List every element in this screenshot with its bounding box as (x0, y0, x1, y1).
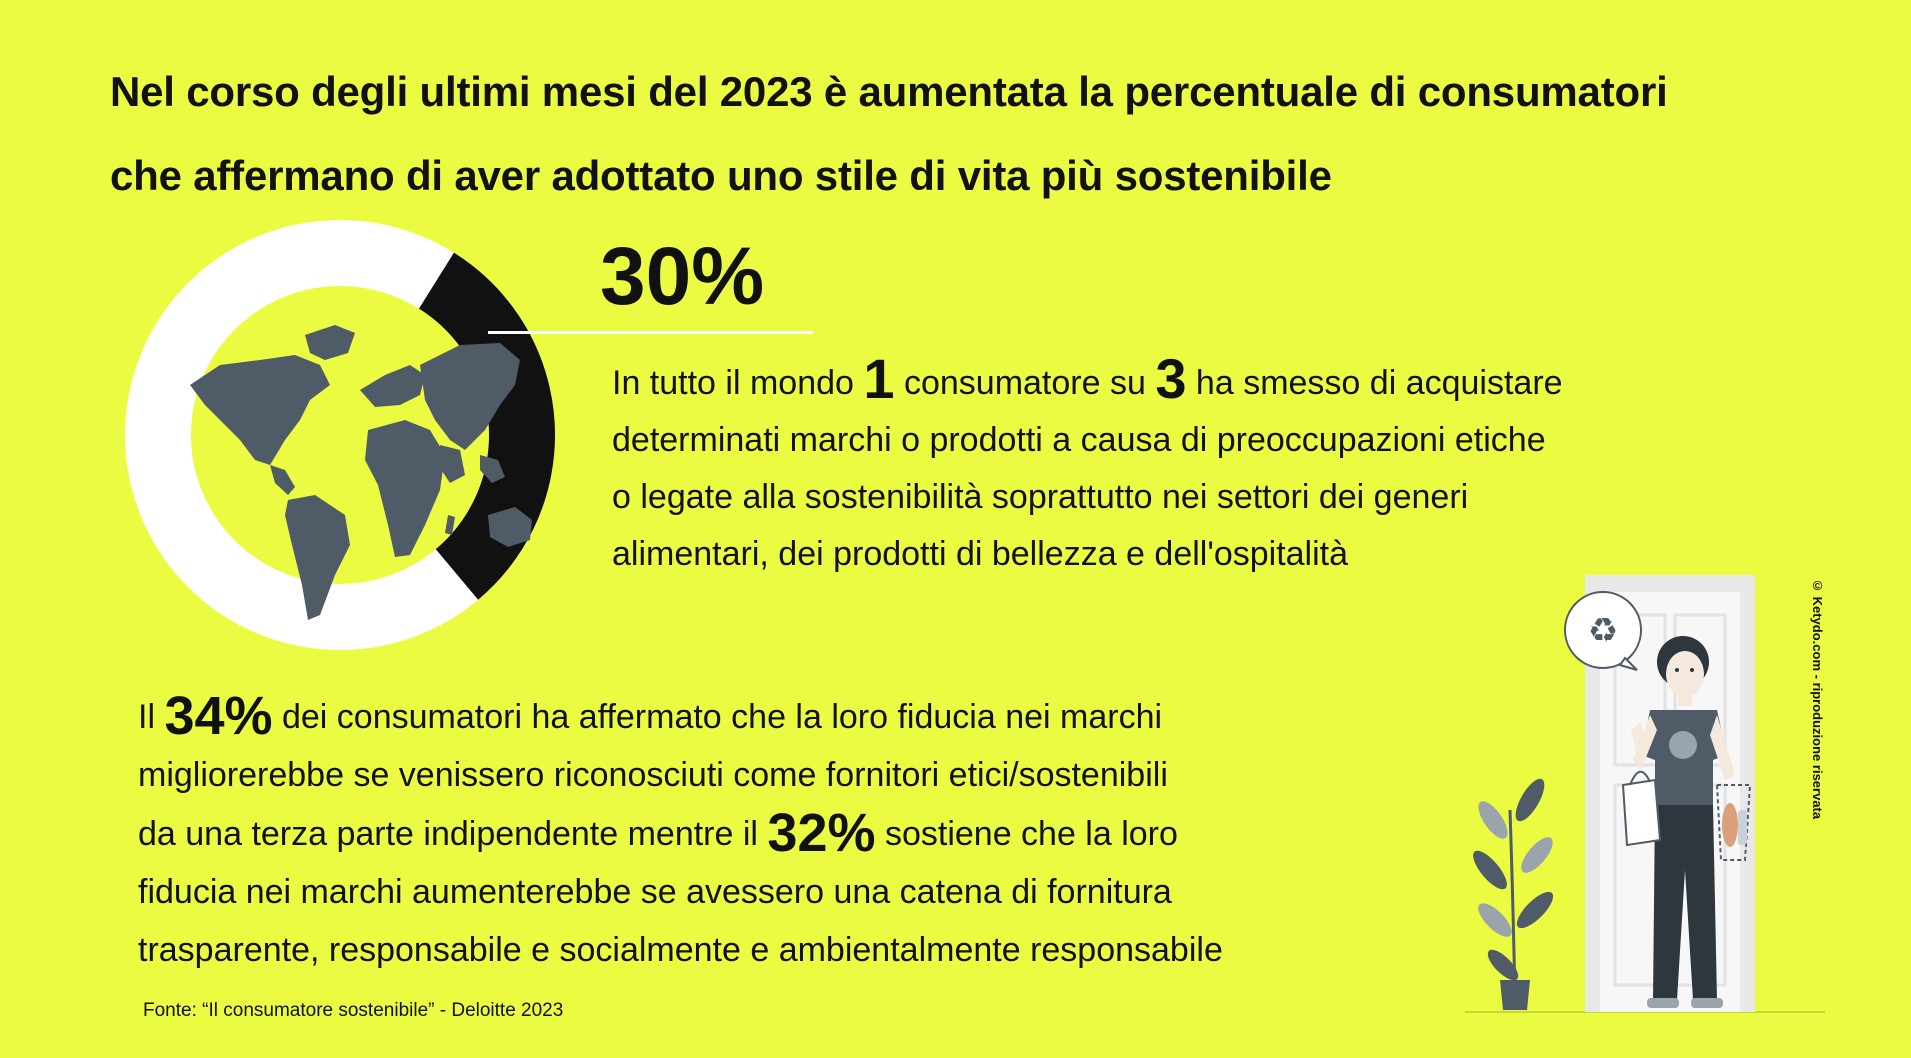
page-title: Nel corso degli ultimi mesi del 2023 è a… (110, 50, 1830, 218)
p2-number-32: 32% (767, 803, 876, 863)
paragraph-2-line-5: trasparente, responsabile e socialmente … (138, 931, 1223, 969)
p2-text-a: Il (138, 698, 165, 736)
p1-text-b: consumatore su (894, 364, 1156, 402)
source-note: Fonte: “Il consumatore sostenibile” - De… (143, 1000, 564, 1021)
stat-30-percent: 30% (600, 231, 765, 322)
title-line-1: Nel corso degli ultimi mesi del 2023 è a… (110, 68, 1668, 115)
recycle-bubble: ♻ (1564, 591, 1642, 671)
recycle-icon: ♻ (1588, 611, 1618, 651)
paragraph-2-line-4: fiducia nei marchi aumenterebbe se avess… (138, 873, 1172, 911)
donut-chart (120, 215, 560, 655)
paragraph-2-line-2: migliorerebbe se venissero riconosciuti … (138, 756, 1168, 794)
world-map-icon (190, 325, 532, 620)
person-with-reusable-bags-illustration: ♻ (1455, 570, 1835, 1020)
divider-line (488, 331, 813, 334)
p2-text-b: dei consumatori ha affermato che la loro… (272, 698, 1163, 736)
p1-number-1: 1 (863, 347, 895, 410)
title-line-2: che affermano di aver adottato uno stile… (110, 152, 1332, 199)
p1-text-a: In tutto il mondo (612, 364, 864, 402)
paragraph-1-line-2: determinati marchi o prodotti a causa di… (612, 421, 1546, 459)
p1-number-3: 3 (1155, 347, 1187, 410)
p2-number-34: 34% (164, 686, 273, 746)
person-figure (1621, 636, 1752, 1008)
paragraph-1: In tutto il mondo 1 consumatore su 3 ha … (612, 350, 1812, 583)
p1-text-c: ha smesso di acquistare (1186, 364, 1563, 402)
paragraph-1-line-3: o legate alla sostenibilità soprattutto … (612, 478, 1469, 516)
copyright-credit: © Ketydo.com - riproduzione riservata (1810, 578, 1825, 820)
plant-icon (1473, 778, 1554, 1010)
paragraph-2-line-1: Il 34% dei consumatori ha affermato che … (138, 687, 1438, 746)
p2-text-c: da una terza parte indipendente mentre i… (138, 815, 768, 853)
paragraph-2-line-3: da una terza parte indipendente mentre i… (138, 804, 1438, 863)
paragraph-1-line-4: alimentari, dei prodotti di bellezza e d… (612, 535, 1349, 573)
p2-text-d: sostiene che la loro (875, 815, 1178, 853)
paragraph-1-line-1: In tutto il mondo 1 consumatore su 3 ha … (612, 350, 1812, 412)
paragraph-2: Il 34% dei consumatori ha affermato che … (138, 687, 1438, 979)
